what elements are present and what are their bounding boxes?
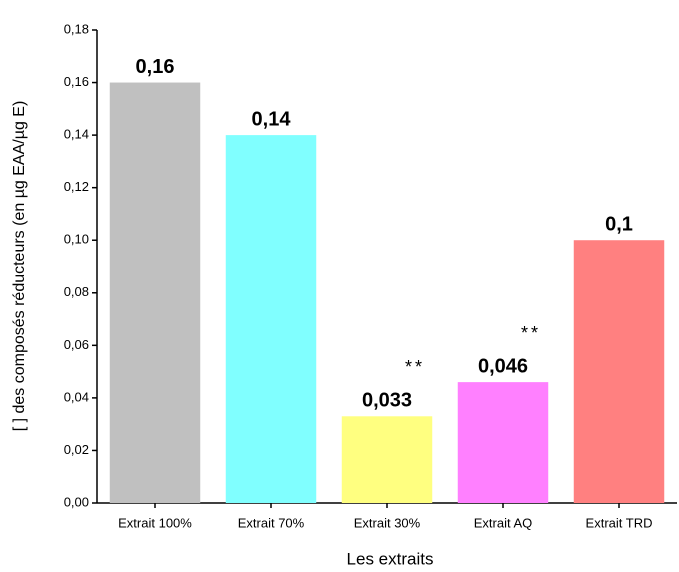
bar — [573, 240, 665, 503]
x-tick-label: Extrait TRD — [586, 515, 653, 530]
y-tick-label: 0,00 — [64, 494, 89, 509]
y-tick-label: 0,06 — [64, 337, 89, 352]
bar — [341, 416, 433, 503]
y-tick-label: 0,10 — [64, 232, 89, 247]
x-tick-label: Extrait 100% — [118, 515, 192, 530]
y-tick-label: 0,04 — [64, 389, 89, 404]
value-label: 0,033 — [362, 390, 412, 412]
x-axis-title: Les extraits — [347, 549, 434, 568]
value-label: 0,046 — [478, 355, 528, 377]
annotation: ** — [521, 323, 541, 343]
y-tick-label: 0,08 — [64, 284, 89, 299]
y-tick-label: 0,12 — [64, 179, 89, 194]
value-label: 0,16 — [136, 56, 175, 78]
bar — [225, 135, 317, 503]
bar — [109, 82, 201, 504]
y-tick-label: 0,18 — [64, 21, 89, 36]
value-label: 0,14 — [252, 108, 292, 130]
y-tick-label: 0,14 — [64, 127, 89, 142]
x-tick-label: Extrait 70% — [238, 515, 305, 530]
y-tick-label: 0,16 — [64, 74, 89, 89]
bar — [457, 382, 549, 503]
y-axis-title: [ ] des composés réducteurs (en µg EAA/µ… — [11, 101, 28, 432]
y-tick-label: 0,02 — [64, 442, 89, 457]
x-tick-label: Extrait AQ — [474, 515, 533, 530]
annotation: ** — [405, 357, 425, 377]
value-label: 0,1 — [605, 214, 633, 236]
x-tick-label: Extrait 30% — [354, 515, 421, 530]
